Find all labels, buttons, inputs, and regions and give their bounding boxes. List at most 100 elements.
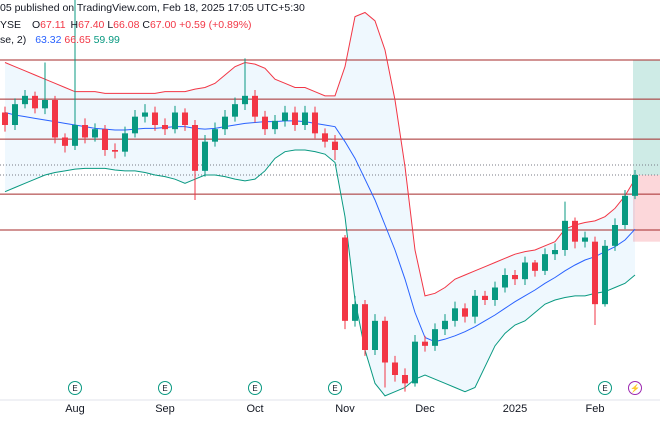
candle-body	[232, 104, 238, 117]
candle-body	[82, 125, 88, 138]
candle-body	[382, 320, 388, 363]
candle-body	[372, 320, 378, 350]
candle-body	[462, 308, 468, 317]
published: 05 published on TradingView.com, Feb 18,…	[0, 2, 305, 14]
candle-body	[52, 100, 58, 138]
candle-body	[262, 116, 268, 130]
candle-body	[402, 375, 408, 384]
candle-body	[102, 129, 108, 150]
candle-body	[222, 116, 228, 130]
candle-body	[132, 116, 138, 134]
candle-body	[512, 275, 518, 280]
candle-body	[332, 141, 338, 150]
event-badge	[248, 381, 262, 395]
candle-body	[252, 95, 258, 117]
ohlc-value: 67.11	[40, 19, 66, 31]
candle-body	[502, 275, 508, 288]
event-label: E	[72, 384, 77, 393]
x-tick-label: Feb	[586, 403, 605, 415]
candle-body	[122, 133, 128, 152]
candle-body	[592, 241, 598, 305]
event-badge	[598, 381, 612, 395]
candle-body	[172, 112, 178, 130]
event-label: E	[332, 384, 337, 393]
event-label: ⚡	[630, 383, 640, 393]
candle-body	[12, 104, 18, 125]
candle-body	[282, 112, 288, 121]
band-line	[4, 11, 636, 297]
ohlc-value: 67.00	[150, 19, 176, 31]
candle-body	[612, 225, 618, 246]
event-label: E	[162, 384, 167, 393]
x-tick-label: Sep	[155, 403, 175, 415]
candle-body	[272, 120, 278, 130]
candle-body	[142, 112, 148, 117]
event-badge	[628, 381, 642, 395]
target-zone	[633, 60, 660, 175]
candle-body	[572, 220, 578, 242]
x-tick-label: Nov	[335, 403, 355, 415]
candle-body	[352, 304, 358, 321]
ohlc-key: H	[71, 19, 79, 31]
symbol: YSE	[0, 19, 21, 31]
ohlc-value: 67.40	[78, 19, 104, 31]
x-tick-label: Dec	[415, 403, 435, 415]
candle-body	[312, 112, 318, 134]
candle-body	[62, 137, 68, 146]
event-label: E	[602, 384, 607, 393]
ohlc-value: 66.08	[113, 19, 139, 31]
candle-body	[92, 129, 98, 138]
candle-body	[322, 133, 328, 142]
candle-body	[32, 95, 38, 109]
candle-body	[602, 245, 608, 305]
candle-body	[442, 320, 448, 330]
event-badge	[158, 381, 172, 395]
band-fill	[5, 12, 635, 396]
ohlc-key: L	[107, 19, 113, 31]
indicator: se, 2)	[0, 34, 26, 46]
band-line	[4, 112, 636, 343]
candle-body	[492, 287, 498, 300]
event-label: E	[252, 384, 257, 393]
candle-body	[302, 112, 308, 125]
candle-body	[182, 112, 188, 125]
candle-body	[622, 195, 628, 225]
candle-body	[152, 112, 158, 125]
candle-body	[202, 141, 208, 171]
event-badge	[68, 381, 82, 395]
candle-body	[412, 341, 418, 384]
change: +0.59 (+0.89%)	[179, 19, 251, 31]
x-tick-label: 2025	[503, 403, 527, 415]
candle-body	[482, 295, 488, 300]
candle-body	[242, 95, 248, 105]
candle-body	[192, 125, 198, 171]
x-tick-label: Aug	[65, 403, 85, 415]
candle-body	[472, 295, 478, 317]
band-line	[4, 149, 636, 397]
candle-body	[362, 304, 368, 350]
candle-body	[22, 95, 28, 105]
candle-body	[582, 237, 588, 242]
candle-body	[392, 362, 398, 375]
candle-body	[112, 150, 118, 152]
indicator-value: 59.99	[94, 34, 120, 46]
candle-body	[422, 341, 428, 346]
candle-body	[72, 125, 78, 146]
candle-body	[162, 125, 168, 130]
x-tick-label: Oct	[246, 403, 263, 415]
candle-body	[292, 112, 298, 125]
indicator-legend: se, 2) 63.32 66.65 59.99	[0, 34, 120, 46]
candle-body	[42, 100, 48, 109]
candle-body	[542, 254, 548, 271]
candle-body	[212, 129, 218, 142]
event-badge	[328, 381, 342, 395]
candle-body	[632, 175, 638, 196]
candle-body	[342, 237, 348, 321]
plot-area	[0, 0, 660, 397]
candle-body	[432, 329, 438, 346]
candle-body	[552, 250, 558, 255]
ohlc-legend: YSE O67.11 H67.40 L66.08 C67.00 +0.59 (+…	[0, 19, 252, 31]
indicator-value: 63.32	[35, 34, 61, 46]
candle-body	[562, 220, 568, 250]
